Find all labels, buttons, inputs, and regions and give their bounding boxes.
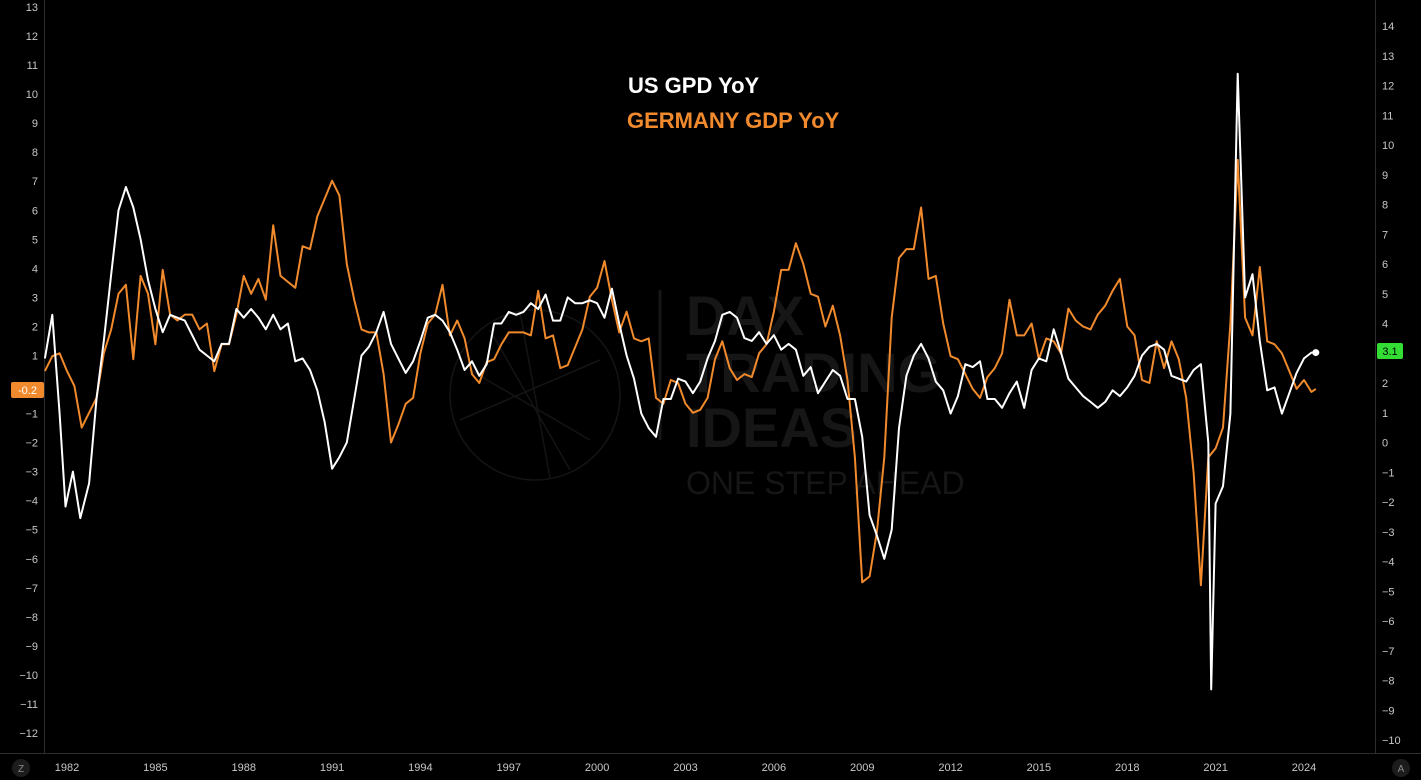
auto-scale-bg[interactable] (1392, 759, 1410, 777)
us-gdp-line (43, 72, 1316, 691)
left-tick-label: 12 (26, 31, 38, 43)
x-tick-label: 2024 (1292, 762, 1316, 774)
left-tick-label: 8 (32, 147, 38, 159)
left-tick-label: 4 (32, 263, 38, 275)
zoom-toggle-button[interactable]: Z (12, 759, 30, 777)
right-tick-label: 10 (1382, 140, 1394, 152)
watermark-line4: ONE STEP AHEAD (686, 465, 965, 501)
x-tick-label: 2018 (1115, 762, 1139, 774)
left-tick-label: −11 (20, 699, 38, 711)
left-tick-label: −2 (25, 438, 38, 450)
right-tick-label: 11 (1382, 110, 1393, 122)
right-tick-label: −2 (1382, 497, 1395, 509)
right-tick-label: 2 (1382, 378, 1388, 390)
auto-scale-button[interactable]: A (1392, 759, 1410, 777)
x-tick-label: 1985 (143, 762, 167, 774)
left-tick-label: −12 (19, 728, 38, 740)
left-tick-label: 7 (32, 176, 38, 188)
right-tick-label: −9 (1382, 705, 1395, 717)
left-tick-label: −5 (25, 525, 38, 537)
right-tick-label: −7 (1382, 646, 1395, 658)
x-tick-label: 2009 (850, 762, 874, 774)
right-tick-label: 0 (1382, 438, 1388, 450)
x-tick-label: 2015 (1027, 762, 1051, 774)
auto-scale-label[interactable]: A (1398, 764, 1405, 775)
right-price-badge: 3.1 (1377, 343, 1403, 359)
watermark-line2: TRADING (686, 341, 941, 404)
left-tick-label: 11 (27, 60, 38, 72)
left-tick-label: 2 (32, 321, 38, 333)
right-tick-label: 4 (1382, 319, 1388, 331)
right-tick-label: −5 (1382, 586, 1395, 598)
x-tick-label: 2012 (938, 762, 962, 774)
right-tick-label: 8 (1382, 200, 1388, 212)
us-series-end-marker (1312, 349, 1320, 357)
left-tick-label: 9 (32, 118, 38, 130)
left-badge-value: -0.2 (18, 385, 37, 397)
x-tick-label: 2003 (673, 762, 697, 774)
x-tick-label: 1982 (55, 762, 79, 774)
right-tick-label: −1 (1382, 467, 1395, 479)
x-tick-label: 2021 (1203, 762, 1227, 774)
watermark: DAX TRADING IDEAS ONE STEP AHEAD (449, 284, 965, 501)
x-tick-label: 1988 (231, 762, 255, 774)
legend-germany: GERMANY GDP YoY (627, 108, 840, 133)
left-axis-ticks: 13 12 11 10 9 8 7 6 5 4 3 2 1 −1 −2 −3 −4 −5 −6 −7 −8 −9 −10 −1… (19, 2, 38, 740)
left-tick-label: −1 (25, 409, 38, 421)
left-tick-label: 6 (32, 205, 38, 217)
left-tick-label: −7 (25, 583, 38, 595)
right-tick-label: −10 (1382, 735, 1401, 747)
x-axis-ticks: 1982 1985 1988 1991 1994 1997 2000 2003 2006 2009… (55, 762, 1316, 774)
left-tick-label: 13 (26, 2, 38, 14)
zoom-toggle-label[interactable]: Z (18, 764, 24, 775)
watermark-line1: DAX (686, 284, 804, 347)
left-badge-bg (11, 382, 44, 398)
series-layer (43, 72, 1320, 691)
right-badge-value: 3.1 (1382, 346, 1397, 358)
x-tick-label: 2000 (585, 762, 609, 774)
left-tick-label: 5 (32, 234, 38, 246)
left-tick-label: 3 (32, 292, 38, 304)
x-tick-label: 2006 (762, 762, 786, 774)
germany-gdp-line (44, 158, 1317, 587)
right-axis-ticks: 14131211109876543210−1−2−3−4−5−6−7−8−9−1… (1382, 21, 1401, 747)
right-tick-label: 14 (1382, 21, 1394, 33)
right-tick-label: −4 (1382, 557, 1395, 569)
zoom-toggle-bg[interactable] (12, 759, 30, 777)
right-tick-label: −3 (1382, 527, 1395, 539)
x-tick-label: 1997 (497, 762, 521, 774)
right-tick-label: 13 (1382, 51, 1394, 63)
left-tick-label: −6 (25, 554, 38, 566)
x-tick-label: 1994 (408, 762, 432, 774)
left-tick-label: 1 (32, 350, 38, 362)
right-tick-label: 1 (1382, 408, 1388, 420)
left-price-badge: -0.2 (11, 382, 44, 398)
left-tick-label: −10 (19, 670, 38, 682)
x-tick-label: 1991 (320, 762, 344, 774)
legend-us: US GPD YoY (628, 73, 760, 98)
right-tick-label: 5 (1382, 289, 1388, 301)
left-tick-label: −8 (25, 612, 38, 624)
left-tick-label: 10 (26, 89, 38, 101)
left-tick-label: −3 (25, 467, 38, 479)
left-tick-label: −4 (25, 496, 38, 508)
right-tick-label: 6 (1382, 259, 1388, 271)
right-tick-label: −8 (1382, 676, 1395, 688)
right-tick-label: 9 (1382, 170, 1388, 182)
right-tick-label: 7 (1382, 229, 1388, 241)
right-tick-label: 12 (1382, 81, 1394, 93)
watermark-line3: IDEAS (686, 396, 857, 459)
right-badge-bg (1377, 343, 1403, 359)
left-tick-label: −9 (25, 641, 38, 653)
right-tick-label: −6 (1382, 616, 1395, 628)
